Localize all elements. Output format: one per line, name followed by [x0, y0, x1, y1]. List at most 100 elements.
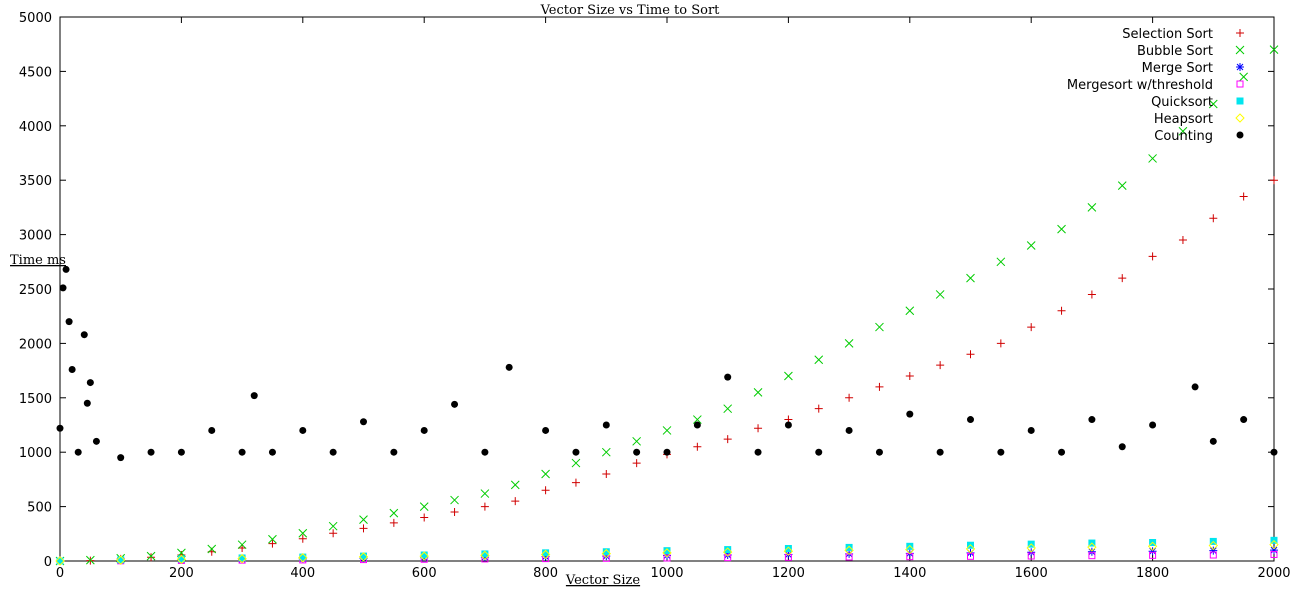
- data-point: [237, 540, 247, 550]
- y-tick-label: 3500: [19, 174, 52, 189]
- data-point: [722, 547, 733, 557]
- data-series: [55, 45, 1279, 566]
- data-point: [360, 418, 367, 426]
- data-point: [1118, 443, 1126, 451]
- data-point: [1149, 551, 1157, 559]
- data-point: [237, 553, 247, 564]
- data-point: [633, 448, 641, 456]
- data-point: [724, 546, 732, 554]
- data-point: [207, 544, 217, 554]
- data-point: [844, 545, 854, 556]
- data-point: [481, 550, 489, 558]
- data-point: [905, 306, 915, 316]
- data-point: [814, 404, 823, 413]
- data-point: [693, 421, 701, 429]
- data-point: [571, 478, 580, 487]
- y-tick-label: 4500: [19, 65, 52, 80]
- data-point: [1088, 552, 1096, 560]
- data-point: [1118, 274, 1127, 283]
- data-point: [875, 382, 884, 391]
- data-point: [208, 426, 216, 434]
- plot-frame: [59, 16, 1275, 562]
- data-point: [115, 555, 126, 565]
- data-point: [1209, 214, 1218, 223]
- y-tick-label: 5000: [19, 11, 52, 26]
- data-point: [784, 421, 792, 429]
- data-point: [59, 284, 67, 292]
- legend-label: Merge Sort: [1142, 61, 1213, 76]
- data-point: [450, 495, 459, 505]
- data-point: [541, 552, 550, 561]
- data-point: [965, 544, 976, 554]
- data-point: [663, 554, 671, 562]
- data-point: [268, 534, 277, 544]
- data-point: [55, 556, 65, 566]
- data-point: [177, 555, 185, 563]
- data-point: [1057, 224, 1066, 234]
- data-point: [966, 273, 975, 283]
- data-point: [268, 448, 276, 456]
- data-point: [389, 518, 398, 527]
- series-counting: [56, 265, 1278, 462]
- data-point: [1208, 99, 1218, 109]
- legend-marker: [1235, 45, 1245, 55]
- data-point: [450, 508, 459, 517]
- data-point: [1149, 421, 1157, 429]
- data-point: [65, 318, 73, 326]
- data-point: [845, 426, 853, 434]
- data-point: [80, 331, 88, 339]
- data-point: [1270, 546, 1278, 555]
- data-point: [541, 469, 550, 479]
- data-point: [176, 554, 187, 565]
- data-point: [1027, 426, 1035, 434]
- data-point: [783, 546, 794, 556]
- data-point: [814, 355, 824, 365]
- data-point: [1088, 416, 1096, 424]
- data-point: [299, 426, 307, 434]
- data-point: [389, 508, 399, 518]
- data-point: [62, 265, 70, 273]
- data-point: [146, 551, 156, 561]
- data-point: [1026, 543, 1036, 553]
- data-point: [724, 373, 732, 381]
- x-tick-label: 800: [533, 566, 558, 581]
- data-point: [238, 554, 246, 562]
- legend-label: Counting: [1154, 129, 1213, 144]
- data-point: [906, 410, 914, 418]
- data-point: [662, 426, 672, 435]
- data-point: [480, 489, 490, 498]
- data-point: [420, 426, 428, 434]
- data-point: [419, 502, 429, 511]
- y-tick-label: 1500: [19, 392, 52, 407]
- data-point: [1057, 306, 1066, 315]
- y-tick-label: 0: [44, 555, 52, 570]
- data-point: [845, 543, 853, 551]
- y-tick-label: 2000: [19, 337, 52, 352]
- data-point: [1191, 383, 1199, 391]
- data-point: [663, 551, 671, 560]
- data-point: [298, 528, 308, 538]
- data-point: [360, 552, 367, 560]
- data-point: [1208, 540, 1219, 551]
- data-point: [754, 448, 762, 456]
- data-point: [1209, 546, 1218, 555]
- data-point: [510, 480, 520, 490]
- data-point: [936, 448, 944, 456]
- data-point: [1087, 203, 1097, 212]
- y-axis-label: Time ms: [10, 253, 66, 268]
- data-point: [541, 486, 550, 495]
- legend-marker: [1236, 63, 1244, 71]
- data-point: [420, 551, 428, 559]
- data-point: [505, 363, 513, 371]
- data-point: [238, 448, 246, 456]
- data-point: [1178, 126, 1188, 136]
- data-point: [329, 448, 337, 456]
- data-point: [906, 542, 914, 550]
- data-point: [1147, 541, 1158, 552]
- x-tick-label: 1800: [1136, 566, 1169, 581]
- data-point: [784, 553, 792, 561]
- data-point: [542, 549, 550, 557]
- x-tick-label: 200: [169, 566, 194, 581]
- data-point: [86, 379, 94, 387]
